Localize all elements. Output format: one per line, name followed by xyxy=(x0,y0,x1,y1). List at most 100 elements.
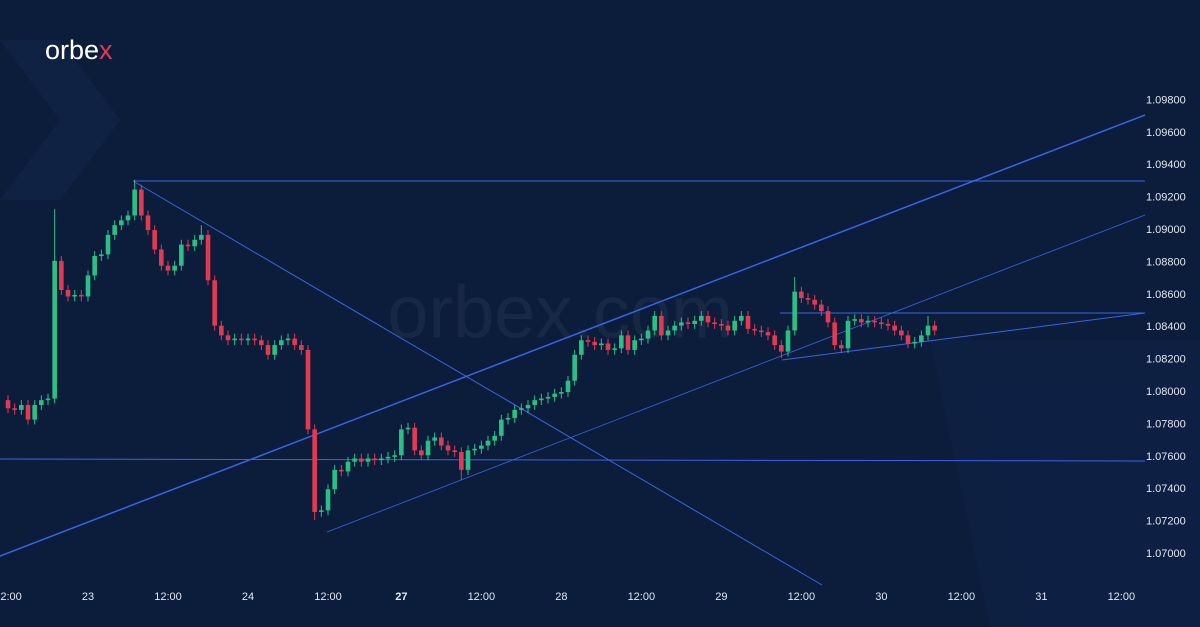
candle-body xyxy=(345,461,351,472)
candle-body xyxy=(332,469,337,490)
candle-body xyxy=(919,335,924,342)
candle-body xyxy=(425,440,431,456)
candle-body xyxy=(172,265,177,271)
candle-body xyxy=(359,458,364,462)
candle-body xyxy=(539,398,544,401)
candle-body xyxy=(119,220,124,226)
candle-body xyxy=(152,230,157,250)
candle-body xyxy=(725,325,731,331)
y-tick-label: 1.08600 xyxy=(1146,289,1186,301)
candle-body xyxy=(865,320,871,323)
candle-body xyxy=(412,427,417,451)
candle-body xyxy=(679,322,684,326)
candle-body xyxy=(12,408,17,410)
axes: 1.07000 1.07200 1.07400 1.07600 1.07800 1.080… xyxy=(0,94,1186,603)
candle-body xyxy=(245,338,251,341)
candle-body xyxy=(45,398,51,401)
candle-body xyxy=(352,458,357,462)
candle-body xyxy=(319,510,324,512)
candle-body xyxy=(192,239,197,247)
candle-body xyxy=(132,189,137,216)
candle-body xyxy=(385,456,391,459)
x-tick-label: 12:00 xyxy=(788,591,816,603)
candle-body xyxy=(765,332,771,336)
y-tick-label: 1.07200 xyxy=(1146,516,1186,528)
y-tick-label: 1.09600 xyxy=(1146,127,1186,139)
x-tick-label: 12:00 xyxy=(948,591,976,603)
candle-body xyxy=(672,325,677,331)
candle-body xyxy=(659,315,664,336)
y-tick-label: 1.07400 xyxy=(1146,483,1186,495)
candle-body xyxy=(799,291,804,299)
candle-body xyxy=(485,440,491,446)
support-line xyxy=(0,458,1146,462)
candle-body xyxy=(39,400,44,406)
candle-body xyxy=(925,325,931,336)
candle-body xyxy=(752,328,757,331)
candle-body xyxy=(779,345,784,352)
candle-body xyxy=(705,315,711,323)
candle-body xyxy=(212,280,217,326)
candle-body xyxy=(272,345,277,355)
x-tick-label: 29 xyxy=(715,591,727,603)
candle-body xyxy=(199,234,204,240)
candle-body xyxy=(59,260,64,290)
candle-body xyxy=(125,215,131,221)
candle-body xyxy=(139,189,144,216)
candle-body xyxy=(439,437,444,446)
candle-body xyxy=(905,335,911,344)
y-tick-label: 1.07800 xyxy=(1146,418,1186,430)
candle-body xyxy=(205,234,211,281)
candle-body xyxy=(185,244,191,247)
candle-body xyxy=(179,244,184,266)
candle-body xyxy=(325,489,331,511)
x-tick-label: 12:00 xyxy=(1108,591,1136,603)
candle-body xyxy=(712,322,717,325)
decor-shape xyxy=(975,380,1200,627)
candle-body xyxy=(92,255,97,276)
candle-body xyxy=(519,408,524,410)
candle-body xyxy=(599,343,604,346)
logo-main: orbe xyxy=(45,35,99,65)
candle-body xyxy=(839,345,844,349)
candle-body xyxy=(459,452,464,470)
candle-body xyxy=(872,320,877,323)
candle-body xyxy=(532,400,537,406)
y-tick-label: 1.09000 xyxy=(1146,224,1186,236)
candle-body xyxy=(419,450,424,456)
y-tick-label: 1.08200 xyxy=(1146,354,1186,366)
candle-body xyxy=(612,348,617,350)
candle-body xyxy=(65,290,71,297)
candle-body xyxy=(785,330,791,352)
candle-body xyxy=(445,445,451,451)
candle-body xyxy=(32,405,37,420)
x-tick-label: 23 xyxy=(82,591,94,603)
y-tick-label: 1.07600 xyxy=(1146,451,1186,463)
candle-body xyxy=(99,254,104,256)
candle-body xyxy=(892,325,897,331)
candle-body xyxy=(25,405,31,420)
candle-body xyxy=(505,417,511,420)
candle-body xyxy=(392,455,397,457)
candle-body xyxy=(552,393,557,397)
candle-body xyxy=(585,340,591,342)
candle-body xyxy=(279,340,284,346)
candle-body xyxy=(845,320,851,349)
candle-body xyxy=(859,319,864,323)
y-tick-label: 1.09800 xyxy=(1146,94,1186,106)
candle-body xyxy=(405,427,411,430)
candle-body xyxy=(259,340,264,346)
candle-body xyxy=(232,338,237,341)
candle-body xyxy=(559,392,564,394)
candles xyxy=(5,179,937,521)
logo: orbex xyxy=(45,35,113,65)
candle-body xyxy=(339,469,344,472)
candle-body xyxy=(812,299,817,305)
candle-body xyxy=(512,409,517,418)
trendlines xyxy=(0,114,1146,586)
x-tick-label: 30 xyxy=(875,591,887,603)
candle-body xyxy=(305,349,311,430)
x-tick-label: 24 xyxy=(242,591,254,603)
candle-body xyxy=(619,335,624,349)
